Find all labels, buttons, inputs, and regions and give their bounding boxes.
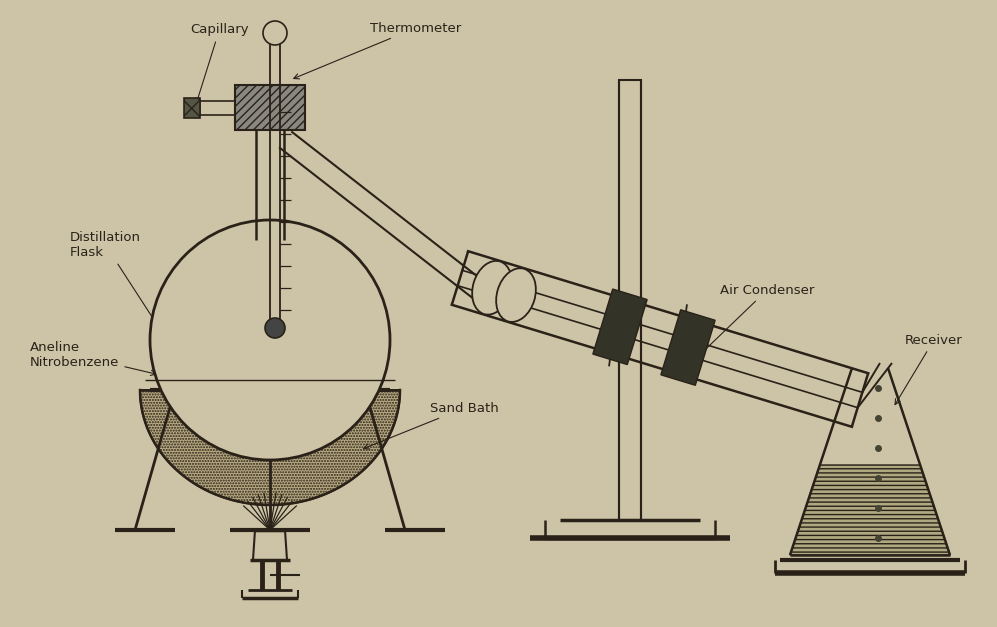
Polygon shape [790,465,950,555]
Ellipse shape [473,261,511,315]
Bar [184,98,200,117]
Polygon shape [140,390,400,505]
Text: Aneline
Nitrobenzene: Aneline Nitrobenzene [30,341,157,376]
Text: Sand Bath: Sand Bath [364,401,498,449]
Text: Thermometer: Thermometer [294,21,462,79]
Text: Distillation
Flask: Distillation Flask [70,231,177,357]
Circle shape [263,21,287,45]
Circle shape [150,220,390,460]
Text: Air Condenser: Air Condenser [680,283,815,374]
Polygon shape [593,289,647,364]
Text: Capillary: Capillary [190,23,248,103]
Bar [235,85,305,130]
Ellipse shape [497,268,535,322]
Bar [619,80,641,520]
Polygon shape [661,310,715,386]
Text: Receiver: Receiver [895,334,963,404]
Circle shape [265,318,285,338]
